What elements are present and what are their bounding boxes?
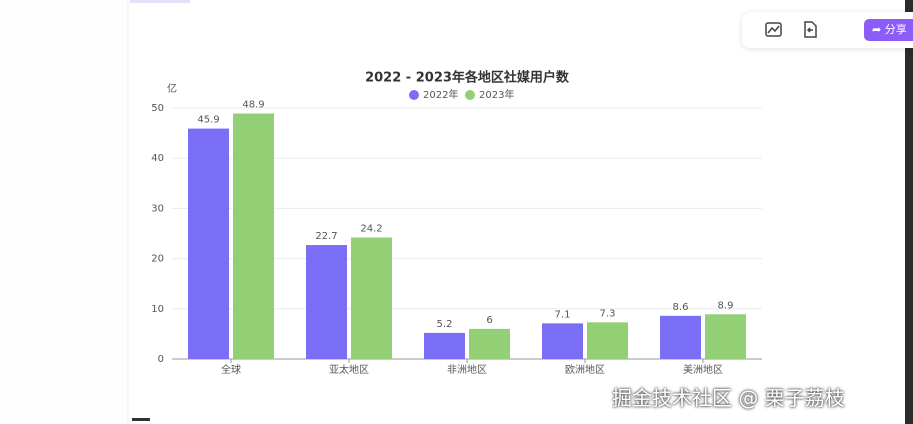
value-label: 5.2 <box>437 319 453 330</box>
bar <box>351 237 392 359</box>
bar <box>587 322 628 359</box>
bar <box>660 315 701 359</box>
export-icon[interactable] <box>800 20 820 40</box>
toolbar: ➦ 分享 <box>742 12 913 48</box>
legend-label: 2022年 <box>423 88 458 101</box>
y-tick-label: 30 <box>151 203 164 214</box>
y-tick-label: 40 <box>151 153 164 164</box>
legend-marker <box>409 90 419 100</box>
value-label: 7.3 <box>600 308 616 319</box>
value-label: 8.6 <box>673 302 689 313</box>
bar <box>705 314 746 359</box>
y-tick-label: 10 <box>151 304 164 315</box>
edge <box>905 0 913 424</box>
y-tick-label: 20 <box>151 254 164 265</box>
y-axis-unit: 亿 <box>167 82 177 95</box>
heading-fragment <box>132 418 150 421</box>
legend-label: 2023年 <box>479 88 514 101</box>
bar <box>424 332 465 359</box>
value-label: 6 <box>486 315 492 326</box>
chart-title: 2022 - 2023年各地区社媒用户数 <box>365 70 570 86</box>
legend-marker <box>465 90 475 100</box>
bar <box>188 128 229 359</box>
y-tick-label: 0 <box>158 354 164 365</box>
image-icon[interactable] <box>764 20 784 40</box>
tab-indicator <box>130 0 190 3</box>
bar <box>542 323 583 359</box>
x-tick-label: 美洲地区 <box>683 363 723 376</box>
value-label: 7.1 <box>555 309 571 320</box>
x-tick-label: 全球 <box>221 363 241 376</box>
bar <box>306 245 347 359</box>
x-tick-label: 欧洲地区 <box>565 363 605 376</box>
value-label: 24.2 <box>360 224 382 235</box>
value-label: 22.7 <box>315 231 337 242</box>
x-tick-label: 亚太地区 <box>329 363 369 376</box>
value-label: 8.9 <box>718 300 734 311</box>
watermark: 掘金技术社区 @ 栗子荔枝 <box>612 386 845 410</box>
share-label[interactable]: 分享 <box>884 23 907 36</box>
value-label: 48.9 <box>242 100 264 111</box>
bar <box>233 113 274 359</box>
share-button[interactable]: ➦ 分享 <box>864 19 913 41</box>
bar <box>469 328 510 359</box>
y-tick-label: 50 <box>151 103 164 114</box>
value-label: 45.9 <box>197 115 219 126</box>
x-tick-label: 非洲地区 <box>447 363 487 376</box>
